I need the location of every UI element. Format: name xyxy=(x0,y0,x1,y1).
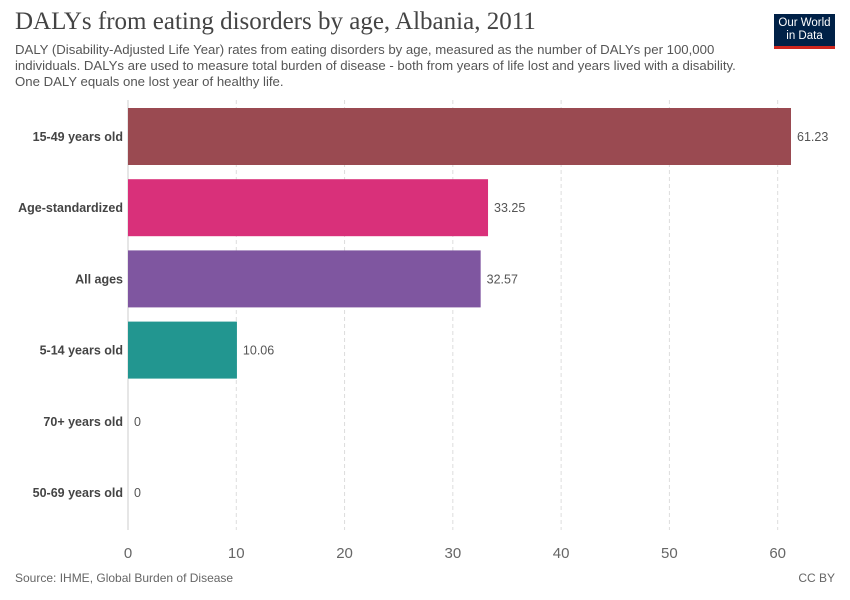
x-tick-label-50: 50 xyxy=(661,545,678,562)
value-label-3: 10.06 xyxy=(243,344,274,358)
category-label-3: 5-14 years old xyxy=(40,344,123,358)
category-label-1: Age-standardized xyxy=(18,201,123,215)
value-label-2: 32.57 xyxy=(487,272,518,286)
chart-title: DALYs from eating disorders by age, Alba… xyxy=(15,8,536,35)
value-label-4: 0 xyxy=(134,415,141,429)
category-label-4: 70+ years old xyxy=(43,415,123,429)
bar-2 xyxy=(128,250,481,308)
x-tick-label-40: 40 xyxy=(553,545,570,562)
category-label-0: 15-49 years old xyxy=(33,130,123,144)
category-label-5: 50-69 years old xyxy=(33,486,123,500)
bar-1 xyxy=(128,179,489,237)
source-note[interactable]: Source: IHME, Global Burden of Disease xyxy=(15,571,234,585)
value-label-0: 61.23 xyxy=(797,130,828,144)
x-tick-label-60: 60 xyxy=(769,545,786,562)
license-link[interactable]: CC BY xyxy=(798,571,835,585)
value-label-1: 33.25 xyxy=(494,201,525,215)
logo-line-1: Our World xyxy=(778,17,831,29)
category-label-2: All ages xyxy=(75,272,123,286)
chart-subtitle: DALY (Disability-Adjusted Life Year) rat… xyxy=(15,42,736,89)
x-tick-label-20: 20 xyxy=(336,545,353,562)
owid-logo[interactable]: Our World in Data xyxy=(774,14,835,49)
logo-line-2: in Data xyxy=(786,30,823,42)
x-tick-label-30: 30 xyxy=(444,545,461,562)
x-tick-label-10: 10 xyxy=(228,545,245,562)
bar-3 xyxy=(128,321,237,379)
x-tick-label-0: 0 xyxy=(124,545,132,562)
value-label-5: 0 xyxy=(134,486,141,500)
bar-0 xyxy=(128,108,791,165)
